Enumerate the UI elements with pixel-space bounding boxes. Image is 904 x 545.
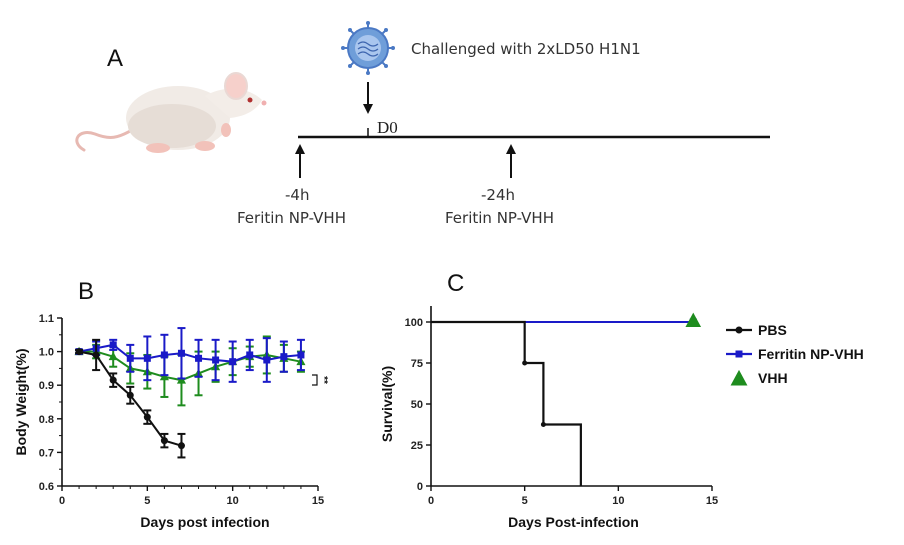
data-point — [685, 312, 702, 327]
x-tick-label: 0 — [59, 495, 65, 507]
panel-c-label: C — [447, 270, 464, 297]
y-tick-label: 75 — [411, 358, 423, 370]
y-tick-label: 0.6 — [39, 481, 54, 493]
legend-item: Ferritin NP-VHH — [726, 346, 864, 362]
legend-item: PBS — [726, 322, 787, 338]
data-point — [160, 437, 168, 445]
panel-a-label: A — [107, 45, 123, 72]
series-line — [431, 320, 582, 486]
panel-b-label: B — [78, 278, 94, 305]
data-point — [160, 351, 168, 359]
x-axis-title: Days post infection — [140, 514, 269, 530]
series-ferritin-np-vhh — [75, 327, 305, 383]
panel-b: B 0.6 0.7 0.8 0.9 1.0 1.1 0 5 10 15 Days post in… — [13, 278, 329, 530]
data-point — [280, 353, 288, 361]
dose-time-24h: -24h — [481, 186, 515, 204]
series-vhh — [74, 335, 306, 407]
data-point — [246, 351, 254, 359]
x-tick-labels: 0 5 10 15 — [59, 495, 324, 507]
y-tick-label: 0.7 — [39, 447, 54, 459]
y-tick-labels: 0.6 0.7 0.8 0.9 1.0 1.1 — [39, 313, 54, 493]
data-point — [126, 354, 134, 362]
dose-agent-4h: Feritin NP-VHH — [237, 209, 346, 227]
dose-arrow-4h — [295, 144, 305, 178]
x-tick-label: 15 — [312, 495, 324, 507]
legend-label: VHH — [758, 370, 788, 386]
significance-label: ** — [318, 376, 329, 384]
legend-marker — [730, 369, 748, 386]
dose-agent-24h: Feritin NP-VHH — [445, 209, 554, 227]
panel-a: A — [75, 21, 770, 227]
axes — [426, 306, 713, 491]
legend-marker — [735, 326, 743, 334]
data-point — [540, 422, 546, 427]
x-tick-label: 10 — [227, 495, 239, 507]
y-axis-title: Body Weight(%) — [13, 348, 29, 455]
y-tick-label: 1.0 — [39, 347, 54, 359]
body-weight-chart: 0.6 0.7 0.8 0.9 1.0 1.1 0 5 10 15 Days post infe… — [13, 313, 329, 530]
legend: PBS Ferritin NP-VHH VHH — [726, 322, 864, 386]
x-axis-title: Days Post-infection — [508, 514, 639, 530]
significance-bracket: ** — [312, 374, 329, 386]
y-axis-title: Survival(%) — [379, 366, 395, 442]
x-tick-label: 0 — [428, 495, 434, 507]
data-point — [177, 442, 185, 450]
axes — [57, 317, 319, 491]
series-pbs — [431, 320, 582, 486]
x-tick-labels: 0 5 10 15 — [428, 495, 718, 507]
y-tick-label: 0.9 — [39, 380, 54, 392]
y-tick-label: 25 — [411, 440, 423, 452]
y-tick-label: 1.1 — [39, 313, 54, 325]
dose-arrow-24h — [506, 144, 516, 178]
x-tick-label: 5 — [522, 495, 528, 507]
data-point — [212, 356, 220, 364]
data-point — [92, 351, 100, 359]
data-point — [75, 348, 83, 356]
day0-label: D0 — [377, 118, 398, 137]
series-pbs — [75, 338, 186, 459]
legend-label: Ferritin NP-VHH — [758, 346, 864, 362]
x-tick-label: 5 — [144, 495, 150, 507]
y-tick-label: 0.8 — [39, 414, 54, 426]
data-point — [143, 413, 151, 421]
data-point — [297, 351, 305, 359]
series-vhh — [685, 312, 702, 327]
series — [74, 327, 306, 459]
y-tick-label: 100 — [405, 317, 423, 329]
data-point — [177, 349, 185, 357]
mouse-icon — [75, 72, 267, 153]
y-tick-label: 50 — [411, 399, 423, 411]
y-tick-labels: 0 25 50 75 100 — [405, 317, 423, 493]
data-point — [108, 351, 118, 361]
data-point — [126, 391, 134, 399]
data-point — [229, 358, 237, 366]
x-tick-label: 10 — [612, 495, 624, 507]
legend-label: PBS — [758, 322, 787, 338]
virus-icon — [341, 21, 395, 75]
data-point — [522, 360, 528, 366]
data-point — [195, 354, 203, 362]
legend-item: VHH — [730, 369, 788, 386]
y-tick-label: 0 — [417, 481, 423, 493]
challenge-text: Challenged with 2xLD50 H1N1 — [411, 40, 641, 58]
data-point — [143, 354, 151, 362]
series — [431, 312, 702, 486]
challenge-arrow — [363, 82, 373, 114]
x-tick-label: 15 — [706, 495, 718, 507]
data-point — [109, 341, 117, 349]
data-point — [263, 356, 271, 364]
survival-chart: 0 25 50 75 100 0 5 10 15 Days Post-infection Su… — [379, 306, 864, 530]
legend-marker — [735, 350, 743, 358]
data-point — [109, 376, 117, 384]
dose-time-4h: -4h — [285, 186, 309, 204]
panel-c: C 0 25 50 75 100 0 5 10 15 Days Post-infection … — [379, 270, 864, 530]
